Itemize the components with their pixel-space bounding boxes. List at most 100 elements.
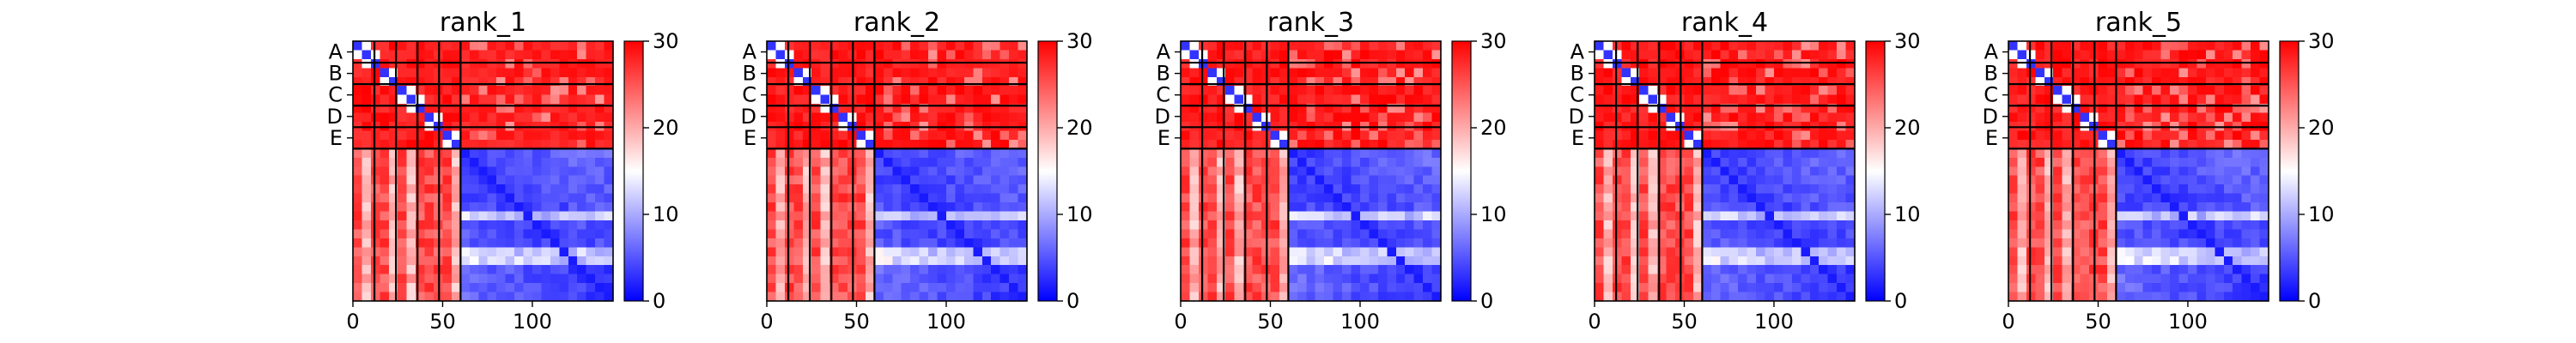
heatmap-cell <box>496 175 507 185</box>
heatmap-cell <box>1189 148 1200 159</box>
heatmap-cell <box>595 256 605 266</box>
heatmap-cell <box>478 94 489 105</box>
heatmap-cell <box>1431 68 1442 78</box>
heatmap-cell <box>2106 139 2117 149</box>
heatmap-cell <box>1405 274 1415 284</box>
heatmap-cell <box>2080 211 2090 221</box>
heatmap-cell <box>2053 130 2063 141</box>
heatmap-cell <box>2124 157 2135 167</box>
heatmap-cell <box>2053 68 2063 78</box>
heatmap-cell <box>442 220 453 231</box>
heatmap-cell <box>2215 184 2225 195</box>
heatmap-cell <box>1765 292 1775 302</box>
heatmap-cell <box>532 157 543 167</box>
heatmap-cell <box>945 229 957 239</box>
heatmap-cell <box>2152 104 2162 114</box>
heatmap-cell <box>514 104 525 114</box>
heatmap-cell <box>1009 238 1019 248</box>
heatmap-cell <box>1369 50 1379 60</box>
heatmap-cell <box>353 166 363 177</box>
heatmap-cell <box>1783 229 1793 239</box>
heatmap-cell <box>577 220 587 231</box>
heatmap-cell <box>1595 184 1605 195</box>
heatmap-cell <box>2044 247 2054 257</box>
heatmap-cell <box>1324 41 1334 51</box>
heatmap-cell <box>1684 68 1694 78</box>
heatmap-cell <box>784 229 794 239</box>
heatmap-cell <box>1234 130 1244 141</box>
heatmap-cell <box>1351 256 1361 266</box>
heatmap-cell <box>2035 283 2045 293</box>
heatmap-cell <box>829 148 840 159</box>
heatmap-cell <box>514 175 525 185</box>
heatmap-cell <box>2223 256 2233 266</box>
heatmap-cell <box>928 76 939 87</box>
heatmap-cell <box>460 274 471 284</box>
heatmap-cell <box>1845 202 1856 213</box>
heatmap-cell <box>1324 283 1334 293</box>
heatmap-cell <box>2106 220 2117 231</box>
heatmap-cell <box>1621 139 1631 149</box>
heatmap-cell <box>2215 148 2225 159</box>
heatmap-cell <box>487 202 497 213</box>
heatmap-cell <box>874 193 884 203</box>
heatmap-cell <box>1018 265 1028 275</box>
heatmap-cell <box>1720 202 1730 213</box>
heatmap-cell <box>1431 238 1442 248</box>
heatmap-cell <box>838 256 848 266</box>
heatmap-cell <box>406 104 416 114</box>
heatmap-cell <box>1728 256 1739 266</box>
heatmap-cell <box>2071 193 2081 203</box>
heatmap-cell <box>1288 229 1298 239</box>
heatmap-cell <box>2233 193 2243 203</box>
heatmap-cell <box>1306 202 1316 213</box>
heatmap-cell <box>496 130 507 141</box>
heatmap-cell <box>1612 292 1622 302</box>
heatmap-cell <box>892 265 902 275</box>
heatmap-cell <box>523 130 533 141</box>
heatmap-cell <box>1198 148 1208 159</box>
heatmap-cell <box>1243 104 1254 114</box>
heatmap-cell <box>1243 238 1254 248</box>
heatmap-cell <box>478 166 489 177</box>
heatmap-cell <box>2062 166 2072 177</box>
heatmap-cell <box>991 247 1001 257</box>
heatmap-cell <box>2170 166 2180 177</box>
heatmap-cell <box>2160 157 2171 167</box>
heatmap-cell <box>1809 41 1820 51</box>
heatmap-cell <box>487 229 497 239</box>
heatmap-cell <box>1801 247 1811 257</box>
heatmap-cell <box>973 104 983 114</box>
heatmap-cell <box>469 256 479 266</box>
heatmap-cell <box>1351 68 1361 78</box>
heatmap-cell <box>820 157 830 167</box>
heatmap-cell <box>2187 104 2198 114</box>
heatmap-cell <box>2187 283 2198 293</box>
heatmap-cell <box>2116 68 2126 78</box>
heatmap-cell <box>577 202 587 213</box>
heatmap-cell <box>559 202 569 213</box>
heatmap-cell <box>2134 274 2144 284</box>
heatmap-cell <box>838 41 848 51</box>
heatmap-cell <box>1710 184 1721 195</box>
heatmap-cell <box>541 68 551 78</box>
heatmap-cell <box>1809 193 1820 203</box>
heatmap-cell <box>398 148 408 159</box>
heatmap-cell <box>1252 175 1262 185</box>
heatmap-cell <box>2178 148 2189 159</box>
heatmap-cell <box>604 148 614 159</box>
heatmap-cell <box>1710 148 1721 159</box>
heatmap-cell <box>2178 86 2189 96</box>
heatmap-cell <box>451 50 461 60</box>
heatmap-cell <box>1395 68 1406 78</box>
heatmap-cell <box>1018 193 1028 203</box>
heatmap-cell <box>1270 148 1280 159</box>
heatmap-cell <box>1837 274 1847 284</box>
heatmap-cell <box>1648 76 1658 87</box>
heatmap-cell <box>541 41 551 51</box>
heatmap-cell <box>1342 94 1352 105</box>
colorbar-tick-label: 0 <box>1066 289 1079 313</box>
heatmap-cell <box>2080 112 2090 123</box>
heatmap-cell <box>550 130 560 141</box>
heatmap-cell <box>1630 157 1640 167</box>
